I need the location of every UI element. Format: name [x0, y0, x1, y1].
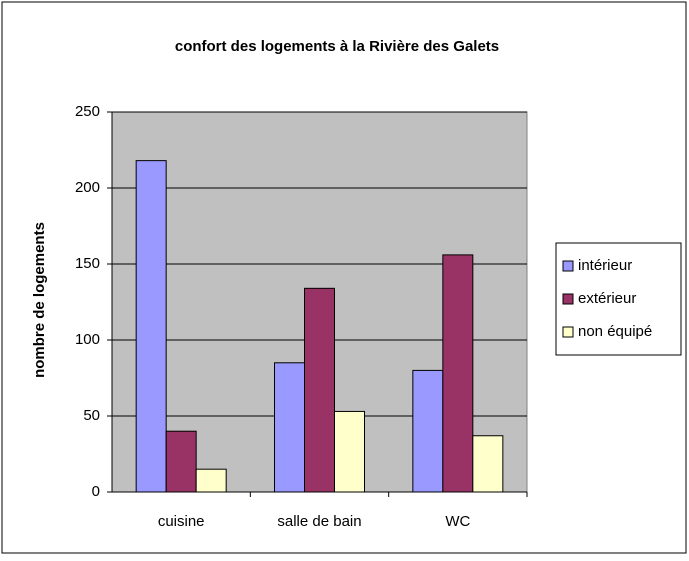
chart-title: confort des logements à la Rivière des G…: [175, 38, 499, 55]
bar: [442, 254, 474, 493]
legend-swatch: [562, 260, 574, 272]
bar: [412, 369, 444, 493]
legend-label: non équipé: [578, 323, 652, 340]
x-tick-label: WC: [445, 513, 470, 530]
y-axis-label: nombre de logements: [31, 222, 48, 378]
y-tick-label: 50: [83, 407, 100, 424]
legend-swatch: [562, 326, 574, 338]
bar: [135, 160, 167, 493]
legend: [555, 242, 682, 356]
bar: [195, 468, 227, 493]
legend-label: intérieur: [578, 257, 632, 274]
y-tick-label: 200: [75, 179, 100, 196]
x-tick-label: salle de bain: [277, 513, 361, 530]
y-tick-label: 150: [75, 255, 100, 272]
y-tick-label: 250: [75, 103, 100, 120]
x-tick-label: cuisine: [158, 513, 205, 530]
y-tick-label: 100: [75, 331, 100, 348]
legend-label: extérieur: [578, 290, 636, 307]
y-tick-label: 0: [92, 483, 100, 500]
bar: [472, 435, 504, 493]
bar: [304, 287, 335, 493]
legend-swatch: [562, 293, 574, 305]
bar: [334, 410, 365, 493]
bar: [274, 362, 305, 493]
bar: [165, 430, 197, 493]
